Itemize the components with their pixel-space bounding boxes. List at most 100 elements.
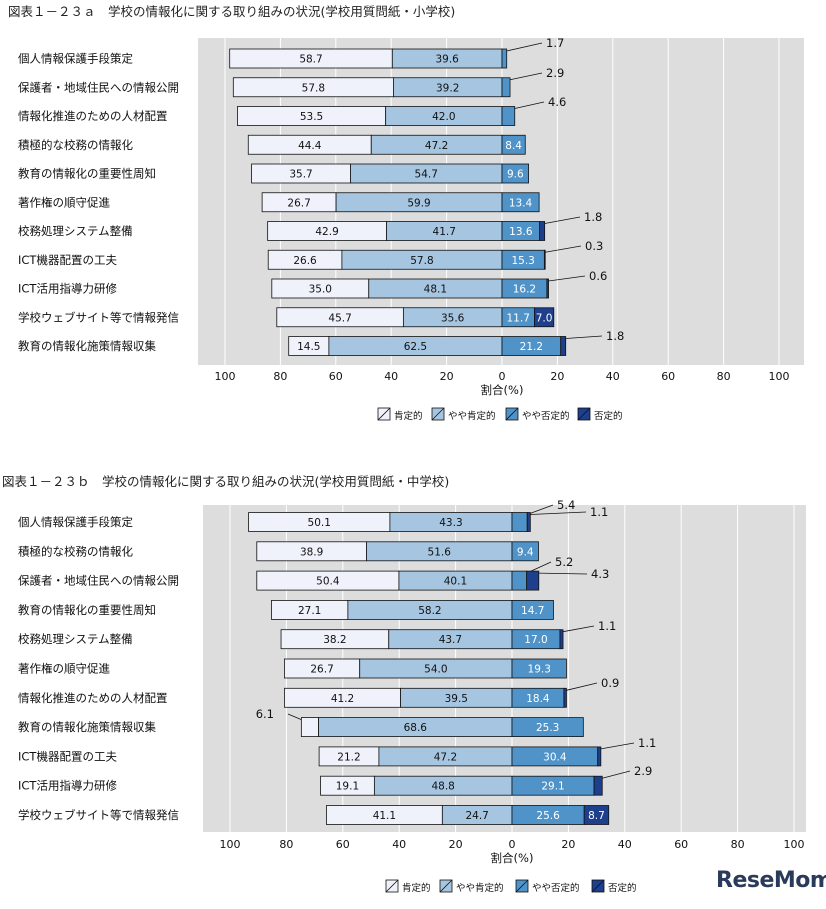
data-label: 54.7 xyxy=(415,169,438,181)
data-label: 59.9 xyxy=(407,197,430,209)
callout-line xyxy=(527,504,554,515)
legend-label: やや肯定的 xyxy=(448,410,496,422)
category-label: 保護者・地域住民への情報公開 xyxy=(18,80,179,94)
data-label: 40.1 xyxy=(444,576,467,588)
data-label: 6.1 xyxy=(256,707,274,721)
category-label: 積極的な校務の情報化 xyxy=(18,544,133,558)
bar-negative xyxy=(583,805,610,825)
category-label: 情報化推進のための人材配置 xyxy=(18,109,168,123)
data-label: 53.5 xyxy=(300,111,323,123)
data-label: 16.2 xyxy=(513,284,536,296)
data-label: 41.7 xyxy=(433,226,456,238)
category-label: 学校ウェブサイト等で情報発信 xyxy=(18,808,179,822)
data-label: 14.7 xyxy=(521,605,544,617)
category-label: 個人情報保護手段策定 xyxy=(18,515,133,529)
x-tick-label: 40 xyxy=(618,838,632,851)
data-label: 58.7 xyxy=(299,54,322,66)
data-label: 2.9 xyxy=(634,764,652,778)
data-label: 1.8 xyxy=(584,210,602,224)
x-tick-label: 20 xyxy=(440,370,454,383)
data-label: 13.6 xyxy=(509,226,533,238)
bar-negative xyxy=(560,336,567,356)
x-tick-label: 40 xyxy=(392,838,406,851)
data-label: 1.1 xyxy=(598,619,616,633)
category-label: 積極的な校務の情報化 xyxy=(18,138,133,152)
legend-swatch-diagonal xyxy=(439,879,453,893)
x-tick-label: 100 xyxy=(220,838,241,851)
data-label: 48.1 xyxy=(424,284,447,296)
legend-swatch-diagonal xyxy=(385,879,399,893)
bar-negative xyxy=(526,512,531,532)
category-label: ICT活用指導力研修 xyxy=(18,779,117,793)
data-label: 48.8 xyxy=(431,781,454,793)
data-label: 62.5 xyxy=(404,341,427,353)
callout-line xyxy=(545,245,582,253)
bar-somewhat-negative xyxy=(511,570,528,591)
data-label: 29.1 xyxy=(541,781,564,793)
data-label: 2.9 xyxy=(546,66,564,80)
bar-negative xyxy=(534,307,555,328)
data-label: 41.2 xyxy=(331,693,354,705)
legend-label: やや否定的 xyxy=(532,882,580,894)
bar-somewhat-negative xyxy=(501,134,526,155)
data-label: 13.4 xyxy=(509,197,533,209)
category-label: 情報化推進のための人材配置 xyxy=(18,691,168,705)
data-label: 17.0 xyxy=(524,634,547,646)
bar-negative xyxy=(526,570,540,591)
data-label: 39.6 xyxy=(435,54,459,66)
data-label: 35.0 xyxy=(309,284,332,296)
data-label: 9.6 xyxy=(507,169,524,181)
callout-line xyxy=(562,625,595,633)
x-tick-label: 100 xyxy=(215,370,236,383)
resemom-logo: ReseMom xyxy=(716,868,826,893)
x-tick-label: 80 xyxy=(273,370,287,383)
callout-line xyxy=(509,72,543,81)
x-tick-label: 60 xyxy=(329,370,343,383)
x-tick-label: 100 xyxy=(784,838,805,851)
data-label: 21.2 xyxy=(337,751,360,763)
data-label: 11.7 xyxy=(507,312,530,324)
category-label: ICT機器配置の工夫 xyxy=(18,253,117,267)
x-tick-label: 60 xyxy=(674,838,688,851)
data-label: 8.7 xyxy=(588,810,605,822)
category-label: 教育の情報化の重要性周知 xyxy=(18,167,156,181)
category-label: ICT機器配置の工夫 xyxy=(18,749,117,763)
data-label: 30.4 xyxy=(543,751,567,763)
legend-swatch-diagonal xyxy=(377,407,391,421)
data-label: 41.1 xyxy=(373,810,396,822)
x-tick-label: 20 xyxy=(449,838,463,851)
callout-line xyxy=(600,742,635,750)
callout-line xyxy=(565,335,603,339)
data-label: 43.3 xyxy=(439,517,462,529)
bar-somewhat-negative xyxy=(511,541,539,562)
data-label: 24.7 xyxy=(465,810,488,822)
data-label: 50.1 xyxy=(308,517,331,529)
bar-negative xyxy=(543,249,546,270)
legend-swatch-diagonal xyxy=(505,407,519,421)
bar-somewhat-negative xyxy=(511,658,567,679)
category-label: ICT活用指導力研修 xyxy=(18,282,117,296)
callout-line xyxy=(544,216,581,224)
data-label: 7.0 xyxy=(536,312,553,324)
x-tick-label: 80 xyxy=(731,838,745,851)
category-label: 著作権の順守促進 xyxy=(18,662,110,676)
x-tick-label: 40 xyxy=(384,370,398,383)
category-label: 校務処理システム整備 xyxy=(18,224,133,238)
bar-negative xyxy=(593,775,603,796)
bar-somewhat-negative xyxy=(511,512,528,532)
data-label: 1.1 xyxy=(638,736,656,750)
callout-line xyxy=(506,42,543,52)
x-axis-label: 割合(%) xyxy=(491,851,534,865)
legend-swatch-diagonal xyxy=(591,879,605,893)
bar-somewhat-negative xyxy=(501,48,508,69)
legend-label: 肯定的 xyxy=(394,410,423,422)
bar-somewhat-negative xyxy=(511,717,584,737)
data-label: 25.3 xyxy=(536,722,559,734)
bar-somewhat-negative xyxy=(501,163,529,184)
data-label: 35.7 xyxy=(289,169,312,181)
category-label: 学校ウェブサイト等で情報発信 xyxy=(18,310,179,324)
data-label: 1.8 xyxy=(606,329,624,343)
bar-somewhat-negative xyxy=(501,106,516,126)
data-label: 19.1 xyxy=(336,781,359,793)
